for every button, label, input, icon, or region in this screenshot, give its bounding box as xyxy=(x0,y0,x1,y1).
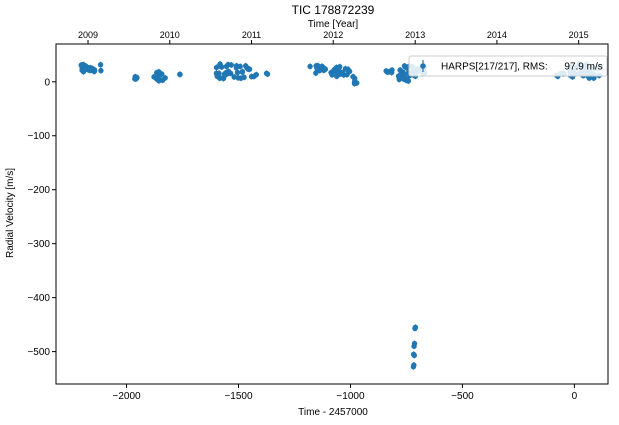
data-point xyxy=(248,73,255,80)
x-axis-label: Time - 2457000 xyxy=(298,407,368,418)
plot-frame xyxy=(55,43,609,385)
data-point xyxy=(78,62,84,68)
data-point xyxy=(397,67,403,73)
top-tick-label: 2010 xyxy=(160,30,180,40)
top-tick-label: 2009 xyxy=(78,30,98,40)
data-point xyxy=(401,63,408,69)
data-point xyxy=(322,66,329,72)
data-point xyxy=(153,76,160,82)
data-point xyxy=(132,76,138,82)
top-tick-label: 2014 xyxy=(487,30,507,40)
x-tick-label: −500 xyxy=(451,391,474,402)
data-point xyxy=(223,63,230,70)
data-point xyxy=(216,63,223,69)
x-tick-label: 0 xyxy=(572,391,578,402)
y-tick-label: −500 xyxy=(27,347,50,358)
data-point xyxy=(221,71,228,77)
data-point xyxy=(217,74,223,81)
data-point xyxy=(313,70,319,76)
data-point xyxy=(228,62,234,68)
top-tick-label: 2012 xyxy=(323,30,343,40)
data-point xyxy=(316,67,323,74)
data-point xyxy=(177,71,183,78)
x-tick-label: −1500 xyxy=(224,391,253,402)
legend-box xyxy=(408,55,608,77)
data-point xyxy=(334,73,340,79)
x-tick-label: −2000 xyxy=(112,391,141,402)
data-point xyxy=(395,73,402,79)
data-point xyxy=(411,352,417,359)
data-point xyxy=(345,68,352,74)
data-point xyxy=(335,68,342,75)
data-point xyxy=(350,74,356,80)
top-axis-label: Time [Year] xyxy=(308,19,359,30)
data-point xyxy=(98,67,104,74)
data-point xyxy=(351,80,358,87)
data-point xyxy=(159,77,166,83)
data-points xyxy=(78,61,603,370)
data-point xyxy=(235,75,241,81)
data-point xyxy=(412,325,418,332)
data-point xyxy=(239,69,246,75)
y-tick-label: 0 xyxy=(44,77,50,88)
data-point xyxy=(154,69,160,76)
data-point xyxy=(307,63,313,70)
data-point xyxy=(231,74,237,80)
legend-label: HARPS[217/217], RMS: 97.9 m/s xyxy=(441,62,603,73)
top-tick-label: 2011 xyxy=(242,30,261,40)
data-point xyxy=(411,343,417,349)
x-tick-label: −1000 xyxy=(336,391,365,402)
data-point xyxy=(216,70,222,77)
data-point xyxy=(410,364,417,370)
data-point xyxy=(389,67,395,73)
legend: HARPS[217/217], RMS: 97.9 m/s xyxy=(408,55,608,77)
data-point xyxy=(234,69,241,76)
y-tick-label: −300 xyxy=(27,239,50,250)
y-axis-label: Radial Velocity [m/s] xyxy=(5,168,16,258)
data-point xyxy=(245,66,251,72)
data-point xyxy=(97,62,104,68)
data-point xyxy=(329,72,335,78)
chart-title: TIC 178872239 xyxy=(292,3,375,17)
top-tick-label: 2013 xyxy=(405,30,425,40)
y-tick-label: −400 xyxy=(27,293,50,304)
data-point xyxy=(404,76,410,82)
top-tick-label: 2015 xyxy=(569,30,589,40)
data-point xyxy=(89,66,95,73)
axes: −2000 −1500 −1000 −500 0 0 −100 −200 −300 −400 −50… xyxy=(27,30,609,402)
data-point xyxy=(241,74,247,80)
y-tick-label: −100 xyxy=(27,131,50,142)
data-point xyxy=(84,66,91,73)
data-point xyxy=(264,71,271,77)
data-point xyxy=(233,65,240,71)
legend-marker xyxy=(420,63,426,69)
data-point xyxy=(383,68,389,74)
y-tick-label: −200 xyxy=(27,185,50,196)
